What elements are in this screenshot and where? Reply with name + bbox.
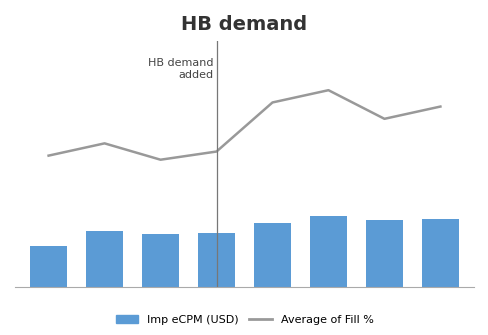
Bar — [366, 220, 402, 286]
Bar — [142, 234, 178, 286]
Bar — [86, 231, 122, 286]
Bar — [254, 223, 290, 286]
Bar — [310, 216, 346, 286]
Text: HB demand
added: HB demand added — [148, 58, 213, 80]
Title: HB demand: HB demand — [181, 15, 307, 34]
Legend: Imp eCPM (USD), Average of Fill %: Imp eCPM (USD), Average of Fill % — [111, 311, 377, 329]
Bar — [198, 232, 234, 286]
Bar — [421, 219, 458, 286]
Bar — [30, 246, 67, 286]
